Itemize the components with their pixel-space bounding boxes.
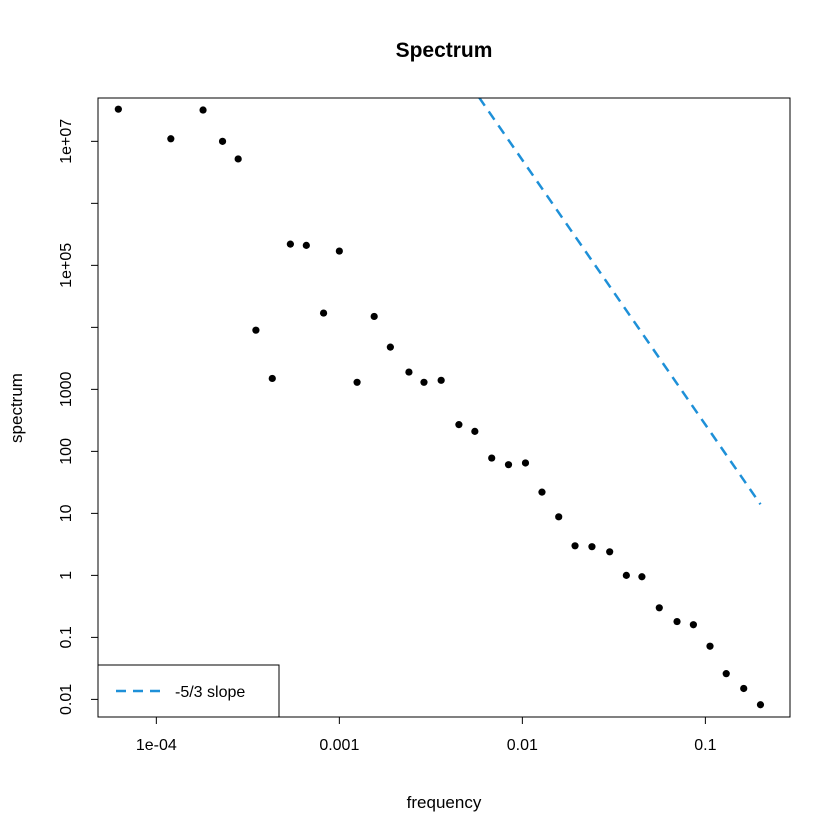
y-tick-label: 100 [58,438,75,465]
data-point [370,312,378,321]
data-point [606,548,614,556]
data-point [319,309,328,317]
data-point [638,573,646,581]
y-tick-label: 0.1 [58,626,75,648]
chart-title: Spectrum [396,39,493,62]
data-point [268,374,276,383]
reference-line-layer [478,98,762,506]
y-tick-label: 10 [58,504,75,522]
legend-label: -5/3 slope [175,684,245,701]
data-point [689,621,697,629]
data-point [740,684,748,693]
data-point [218,137,227,145]
x-axis-title: frequency [407,793,482,812]
data-point [588,543,596,551]
data-point [488,454,496,462]
data-point [455,421,463,429]
data-point [386,343,394,351]
y-axis-title: spectrum [7,373,26,443]
data-point [722,670,730,678]
data-point [622,571,630,579]
plot-frame [97,97,791,718]
data-points-layer [114,105,765,709]
data-point [252,326,260,334]
data-point [504,461,513,469]
data-point [302,241,310,249]
legend-box [97,664,280,718]
data-point [756,701,765,709]
data-point [405,368,413,376]
data-point [199,106,207,114]
y-tick-label: 0.01 [58,684,75,715]
data-point [114,105,122,113]
y-tick-label: 1 [58,571,75,580]
data-point [167,135,175,143]
data-point [437,376,445,384]
y-tick-label: 1e+07 [58,119,75,164]
x-tick-label: 0.01 [507,737,538,754]
data-point [571,542,579,550]
reference-line-slope [478,98,762,506]
data-point [655,604,663,612]
data-point [706,642,714,650]
data-point [335,247,343,255]
x-tick-label: 0.001 [319,737,359,754]
data-point [420,378,428,386]
x-axis: 1e-04 0.001 0.01 0.1 [136,717,717,754]
data-point [471,427,479,435]
legend: -5/3 slope [97,664,280,718]
data-point [353,378,361,386]
data-point [521,459,530,467]
x-tick-label: 0.1 [694,737,716,754]
data-point [673,617,681,626]
x-tick-label: 1e-04 [136,737,177,754]
data-point [286,240,294,248]
data-point [555,513,563,521]
data-point [234,155,242,163]
data-point [538,488,546,496]
y-tick-label: 1e+05 [58,243,75,288]
y-tick-label: 1000 [58,371,75,407]
y-axis: 0.01 0.1 1 10 100 1000 1e+05 1e+07 [58,119,98,715]
